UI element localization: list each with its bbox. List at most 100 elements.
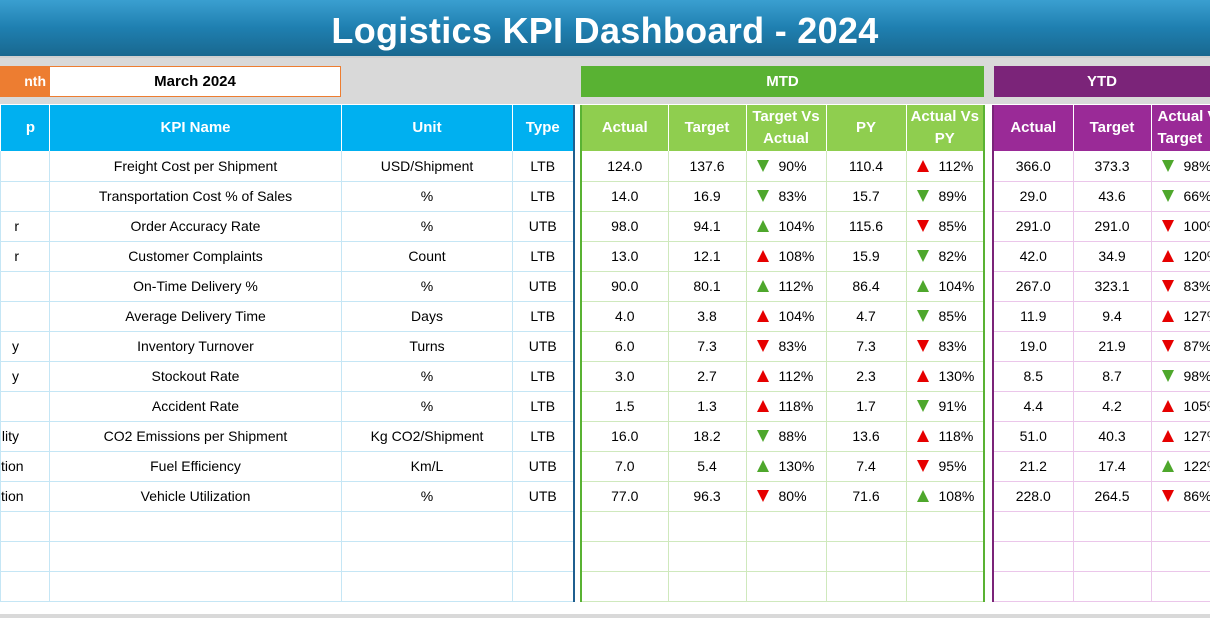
ytd-row[interactable]: 29.0 43.6 66% — [992, 181, 1210, 212]
ytd-target-vs-actual: 86% — [1150, 481, 1210, 512]
kpi-row[interactable]: r Order Accuracy Rate% UTB — [0, 211, 574, 242]
empty-cell — [992, 571, 1073, 602]
mtd-actual-vs-py-value: 104% — [938, 278, 975, 294]
ytd-target-vs-actual-value: 100% — [1183, 218, 1210, 234]
kpi-row[interactable]: Average Delivery Time Days LTB — [0, 301, 574, 332]
kpi-row[interactable]: y Stockout Rate% LTB — [0, 361, 574, 392]
empty-row — [580, 541, 984, 572]
ytd-row[interactable]: 21.217.4 122% — [992, 451, 1210, 482]
ytd-row[interactable]: 228.0 264.5 86% — [992, 481, 1210, 512]
mtd-target-vs-actual: 130% — [745, 451, 826, 482]
down-green-icon — [916, 250, 929, 263]
kpi-row[interactable]: On-Time Delivery %% UTB — [0, 271, 574, 302]
empty-cell — [1072, 541, 1151, 572]
mtd-actual-vs-py-value: 83% — [938, 338, 967, 354]
kpi-group — [0, 151, 50, 182]
empty-cell — [1072, 571, 1151, 602]
up-red-icon — [916, 370, 929, 383]
mtd-row[interactable]: 14.0 16.9 83% 15.7 89% — [580, 181, 984, 212]
mtd-row[interactable]: 6.0 7.3 83% 7.3 83% — [580, 331, 984, 362]
up-green-icon — [756, 220, 769, 233]
mtd-target-vs-actual-value: 118% — [778, 398, 814, 414]
mtd-row[interactable]: 98.0 94.1 104% 115.6 85% — [580, 211, 984, 242]
kpi-unit: % — [341, 361, 513, 392]
mtd-row[interactable]: 1.5 1.3 118% 1.7 91% — [580, 391, 984, 422]
mtd-actual-vs-py-value: 89% — [938, 188, 967, 204]
kpi-group: r — [0, 211, 50, 242]
mtd-py: 110.4 — [825, 151, 906, 182]
down-red-icon — [916, 460, 929, 473]
mtd-row[interactable]: 124.0 137.6 90% 110.4 112% — [580, 151, 984, 182]
empty-cell — [580, 571, 668, 602]
ytd-row[interactable]: 51.040.3 127% — [992, 421, 1210, 452]
kpi-name: Customer Complaints — [49, 241, 342, 272]
ytd-target-vs-actual: 105% — [1150, 391, 1210, 422]
kpi-name: CO2 Emissions per Shipment — [49, 421, 342, 452]
ytd-target-header: Target — [1072, 105, 1151, 151]
ytd-row[interactable]: 366.0 373.3 98% — [992, 151, 1210, 182]
down-green-icon — [1161, 370, 1174, 383]
mtd-row[interactable]: 90.0 80.1 112% 86.4 104% — [580, 271, 984, 302]
ytd-actual: 21.2 — [992, 451, 1073, 482]
ytd-row[interactable]: 19.0 21.9 87% — [992, 331, 1210, 362]
kpi-type: LTB — [512, 301, 574, 332]
month-selector[interactable]: March 2024 — [49, 66, 341, 97]
up-green-icon — [916, 280, 929, 293]
ytd-row[interactable]: 11.99.4 127% — [992, 301, 1210, 332]
mtd-actual-vs-py: 82% — [905, 241, 984, 272]
ytd-target-vs-actual-value: 66% — [1183, 188, 1210, 204]
kpi-row[interactable]: Accident Rate% LTB — [0, 391, 574, 422]
mtd-target-vs-actual-value: 88% — [778, 428, 807, 444]
mtd-target: 7.3 — [667, 331, 746, 362]
up-green-icon — [756, 280, 769, 293]
ytd-actual: 29.0 — [992, 181, 1073, 212]
down-green-icon — [1161, 190, 1174, 203]
dashboard-title: Logistics KPI Dashboard - 2024 — [331, 10, 879, 51]
kpi-row[interactable]: tion Vehicle Utilization% UTB — [0, 481, 574, 512]
empty-cell — [745, 541, 826, 572]
kpi-name-header: KPI Name — [49, 105, 342, 151]
kpi-name: Average Delivery Time — [49, 301, 342, 332]
mtd-actual: 4.0 — [580, 301, 668, 332]
mtd-header: MTD — [581, 66, 984, 97]
mtd-row[interactable]: 3.0 2.7 112% 2.3 130% — [580, 361, 984, 392]
kpi-row[interactable]: lity CO2 Emissions per Shipment Kg CO2/Shi… — [0, 421, 574, 452]
kpi-row[interactable]: r Customer Complaints Count LTB — [0, 241, 574, 272]
kpi-row[interactable]: Freight Cost per Shipment USD/Shipment LTB — [0, 151, 574, 182]
mtd-row[interactable]: 4.0 3.8 104% 4.7 85% — [580, 301, 984, 332]
kpi-row[interactable]: Transportation Cost % of Sales% LTB — [0, 181, 574, 212]
mtd-target-vs-actual-value: 112% — [778, 278, 814, 294]
down-green-icon — [756, 430, 769, 443]
mtd-row[interactable]: 16.0 18.2 88% 13.6 118% — [580, 421, 984, 452]
kpi-group: y — [0, 331, 50, 362]
kpi-row[interactable]: y Inventory Turnover Turns UTB — [0, 331, 574, 362]
ytd-row[interactable]: 4.44.2 105% — [992, 391, 1210, 422]
kpi-row[interactable]: tion Fuel Efficiency Km/L UTB — [0, 451, 574, 482]
mtd-actual: 98.0 — [580, 211, 668, 242]
mtd-actual: 124.0 — [580, 151, 668, 182]
empty-cell — [341, 541, 513, 572]
ytd-actual: 228.0 — [992, 481, 1073, 512]
type-header: Type — [512, 105, 574, 151]
mtd-target: 1.3 — [667, 391, 746, 422]
ytd-actual-header: Actual — [992, 105, 1073, 151]
mtd-actual: 14.0 — [580, 181, 668, 212]
mtd-actual-vs-py-value: 112% — [938, 157, 974, 174]
mtd-actual: 1.5 — [580, 391, 668, 422]
kpi-type: UTB — [512, 271, 574, 302]
mtd-row[interactable]: 13.0 12.1 108% 15.9 82% — [580, 241, 984, 272]
ytd-target-vs-actual: 122% — [1150, 451, 1210, 482]
ytd-row[interactable]: 8.5 8.7 98% — [992, 361, 1210, 392]
empty-row — [0, 511, 574, 542]
ytd-row[interactable]: 42.034.9 120% — [992, 241, 1210, 272]
mtd-target-vs-actual: 83% — [745, 181, 826, 212]
mtd-row[interactable]: 7.0 5.4 130% 7.4 95% — [580, 451, 984, 482]
kpi-name: Freight Cost per Shipment — [49, 151, 342, 182]
title-bar: Logistics KPI Dashboard - 2024 — [0, 0, 1210, 58]
ytd-row[interactable]: 267.0 323.1 83% — [992, 271, 1210, 302]
mtd-row[interactable]: 77.0 96.3 80% 71.6 108% — [580, 481, 984, 512]
mtd-target-vs-actual: 112% — [745, 361, 826, 392]
kpi-name: Accident Rate — [49, 391, 342, 422]
empty-cell — [580, 511, 668, 542]
